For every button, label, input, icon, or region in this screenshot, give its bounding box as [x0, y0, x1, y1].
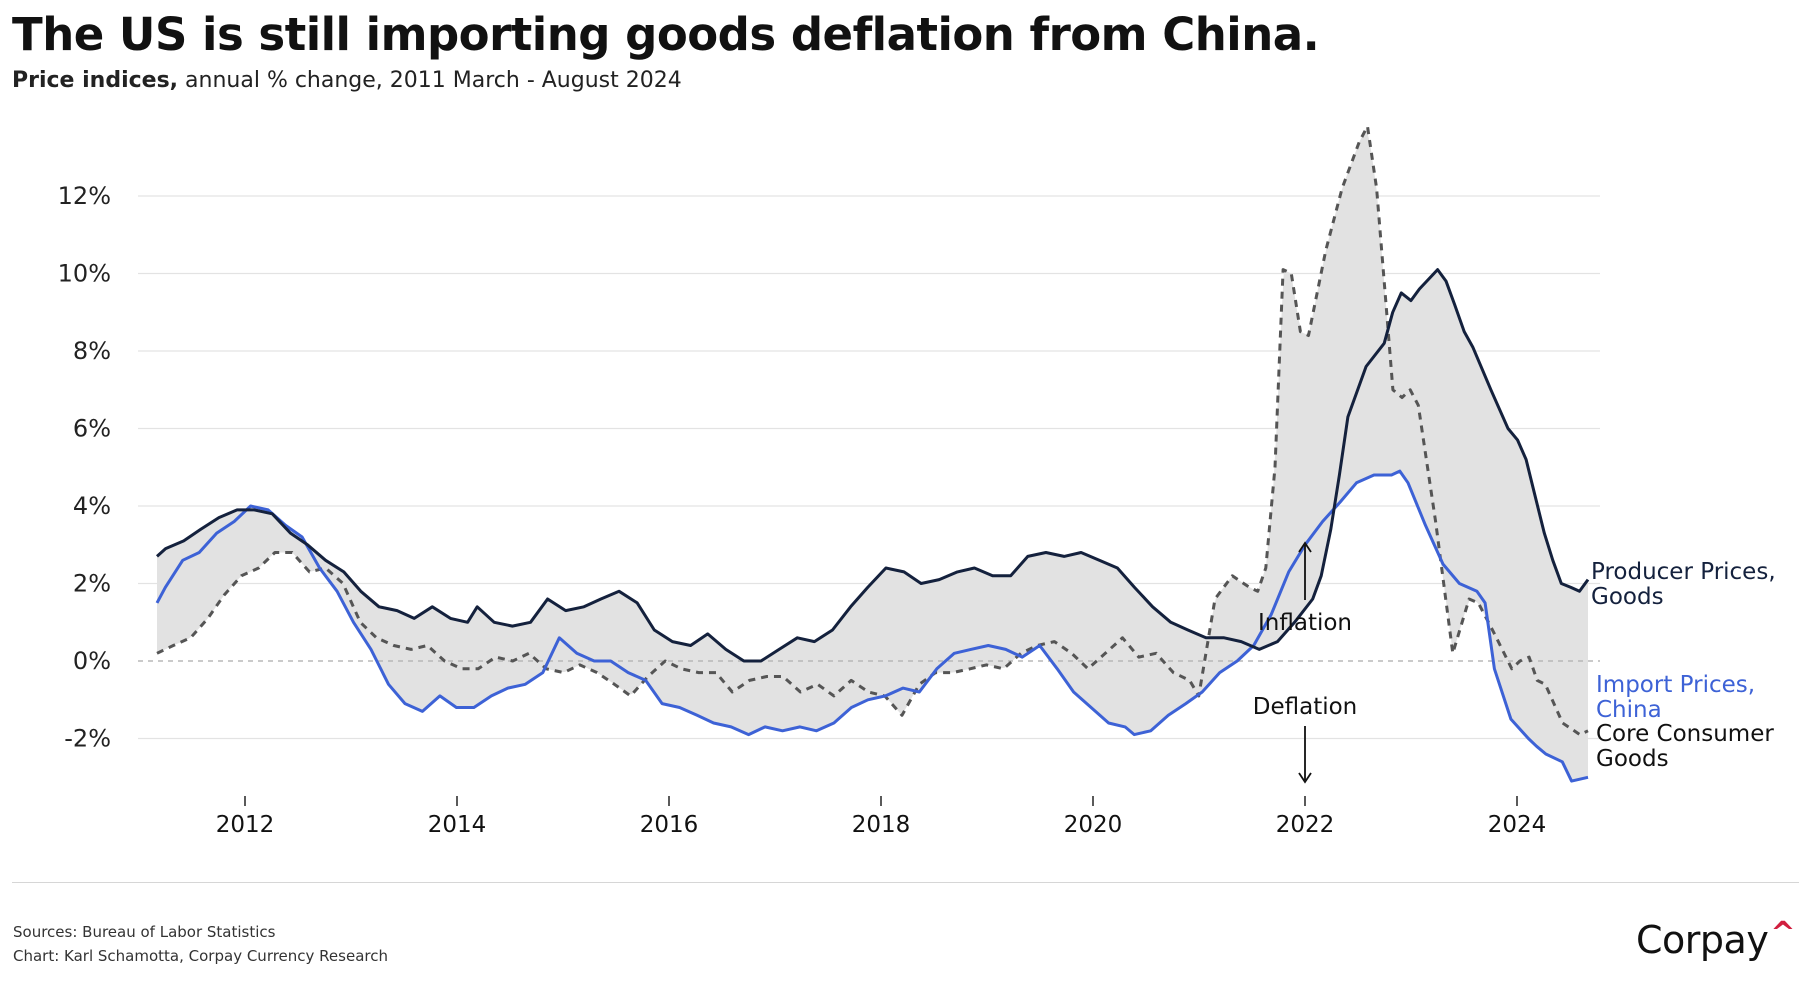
x-tick-label: 2014: [428, 812, 487, 838]
x-tick-label: 2024: [1488, 812, 1547, 838]
shaded-band: [157, 128, 1588, 781]
y-tick-label: 2%: [73, 570, 111, 598]
y-tick-label: 10%: [58, 260, 111, 288]
y-tick-label: 4%: [73, 492, 111, 520]
series-line-import-prices-china: [155, 469, 1589, 783]
deflation-label: Deflation: [1253, 694, 1358, 720]
label-producer-prices-line: Goods: [1591, 584, 1664, 610]
series-line-producer-prices: [155, 268, 1590, 663]
x-tick-label: 2022: [1276, 812, 1335, 838]
y-tick-label: 12%: [58, 182, 111, 210]
y-tick-label: 0%: [73, 647, 111, 675]
label-core-consumer-goods-line: Goods: [1596, 746, 1669, 772]
y-tick-label: 8%: [73, 337, 111, 365]
band-area: [157, 128, 1588, 781]
label-import-prices-china-line: Import Prices,: [1596, 672, 1755, 698]
subtitle-bold: Price indices,: [12, 68, 179, 93]
arrow-up-icon: [1298, 541, 1312, 553]
annotations: Inflation Deflation: [1253, 541, 1358, 784]
series-line-core-consumer-goods: [156, 124, 1589, 737]
y-axis-ticks: -2% 0% 2% 4% 6% 8% 10% 12%: [58, 182, 111, 753]
chart-title: The US is still importing goods deflatio…: [12, 8, 1320, 61]
sources-text: Sources: Bureau of Labor Statistics: [13, 923, 276, 941]
chart-svg: -2% 0% 2% 4% 6% 8% 10% 12% 2012 2014 2016 2018 2020…: [58, 124, 1776, 838]
credit-text: Chart: Karl Schamotta, Corpay Currency R…: [13, 947, 388, 965]
footer-divider: [12, 882, 1799, 883]
chart-subtitle: Price indices, annual % change, 2011 Mar…: [12, 68, 682, 93]
x-axis-ticks: 2012 2014 2016 2018 2020 2022 2024: [216, 796, 1547, 838]
y-tick-label: -2%: [64, 725, 111, 753]
x-tick-label: 2012: [216, 812, 275, 838]
x-tick-label: 2018: [852, 812, 911, 838]
subtitle-rest: annual % change, 2011 March - August 202…: [178, 68, 682, 93]
x-tick-label: 2016: [640, 812, 699, 838]
label-import-prices-china-line: China: [1596, 697, 1662, 723]
corpay-logo: Corpay^: [1636, 916, 1795, 962]
x-tick-label: 2020: [1064, 812, 1123, 838]
inflation-label: Inflation: [1258, 610, 1352, 636]
brand-name: Corpay: [1636, 918, 1769, 962]
label-producer-prices-line: Producer Prices,: [1591, 559, 1776, 585]
label-core-consumer-goods-line: Core Consumer: [1596, 721, 1774, 747]
sources-block: Sources: Bureau of Labor Statistics Char…: [13, 920, 388, 968]
arrow-down-icon: [1298, 772, 1312, 784]
brand-caret-icon: ^: [1770, 916, 1795, 951]
series-lines: [155, 124, 1590, 783]
y-tick-label: 6%: [73, 415, 111, 443]
